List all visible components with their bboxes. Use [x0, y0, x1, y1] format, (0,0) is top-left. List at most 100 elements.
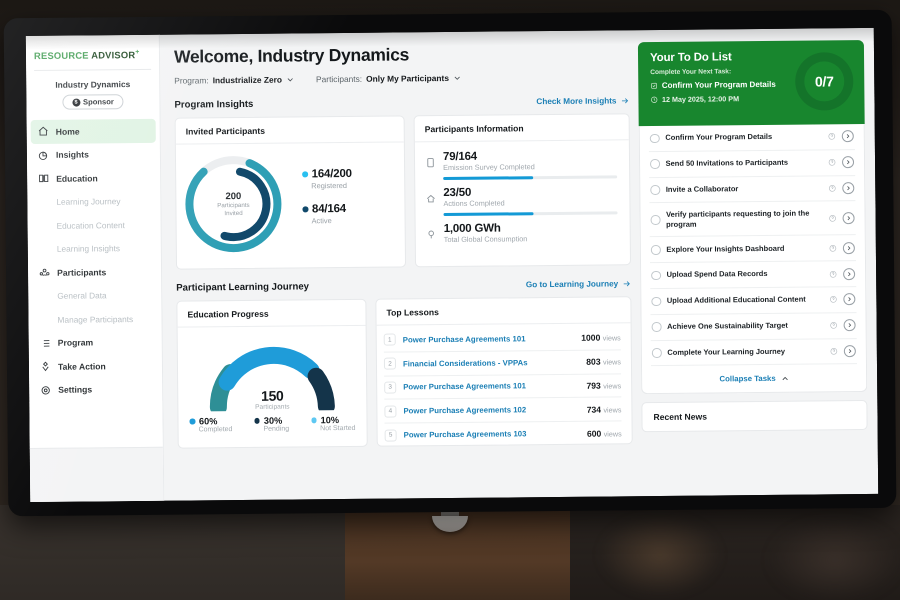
sponsor-label: Sponsor [82, 97, 114, 107]
help-icon[interactable] [829, 296, 837, 304]
chevron-right-icon[interactable] [842, 241, 855, 254]
progress-bar-track [443, 211, 618, 217]
list-item[interactable]: Complete Your Learning Journey [650, 338, 857, 367]
list-item[interactable]: Send 50 Invitations to Participants [648, 149, 856, 178]
lesson-link[interactable]: Financial Considerations - VPPAs [402, 357, 528, 369]
lesson-link[interactable]: Power Purchase Agreements 103 [403, 429, 527, 440]
participants-filter[interactable]: Participants: Only My Participants [316, 73, 461, 84]
check-more-insights-link[interactable]: Check More Insights [536, 96, 629, 106]
sidebar-nav: Home Insights Education Learning Journey… [27, 118, 163, 402]
arrow-right-icon [620, 96, 629, 105]
sidebar-item-learning-insights[interactable]: Learning Insights [28, 236, 161, 261]
help-icon[interactable] [828, 133, 836, 141]
sidebar-item-label: Insights [55, 149, 89, 161]
chevron-right-icon[interactable] [841, 130, 854, 143]
legend-dot [254, 418, 260, 424]
brand-word-1: RESOURCE [33, 49, 89, 62]
chevron-right-icon[interactable] [842, 182, 855, 195]
program-filter[interactable]: Program: Industrialize Zero [174, 74, 294, 86]
book-icon [38, 173, 49, 184]
legend-value: 10% [320, 415, 340, 426]
table-row[interactable]: 4 Power Purchase Agreements 102 734 view… [384, 397, 622, 424]
table-row[interactable]: 2 Financial Considerations - VPPAs 803 v… [383, 350, 622, 377]
checkbox[interactable] [650, 215, 661, 225]
sidebar-item-label: Program [57, 337, 94, 349]
list-item[interactable]: Achieve One Sustainability Target [650, 312, 857, 341]
sidebar-item-home[interactable]: Home [30, 118, 156, 144]
dashboard-app: RESOURCE ADVISOR+ Industry Dynamics $ Sp… [25, 27, 879, 503]
gauge-svg [209, 346, 335, 416]
chevron-right-icon[interactable] [843, 319, 856, 332]
rank-badge: 1 [383, 333, 396, 347]
desk-blur-object-right [770, 520, 900, 600]
help-icon[interactable] [830, 321, 838, 329]
list-item[interactable]: Confirm Your Program Details [648, 124, 855, 152]
sidebar-item-settings[interactable]: Settings [29, 377, 162, 402]
chevron-right-icon[interactable] [843, 267, 856, 280]
table-row[interactable]: 1 Power Purchase Agreements 101 1000 vie… [383, 326, 621, 353]
card-title: Participants Information [414, 114, 629, 143]
help-icon[interactable] [828, 158, 836, 166]
todo-panel: Your To Do List Complete Your Next Task:… [637, 40, 868, 496]
help-icon[interactable] [828, 184, 836, 192]
gauge-legend: 60% Completed 30% Pending [178, 415, 366, 434]
chevron-right-icon[interactable] [841, 156, 855, 169]
sponsor-badge[interactable]: $ Sponsor [61, 94, 124, 110]
checkbox[interactable] [651, 348, 662, 358]
chevron-right-icon[interactable] [843, 293, 856, 306]
checkbox[interactable] [649, 133, 660, 144]
donut-center-value: 200 [225, 190, 242, 202]
sidebar-item-general-data[interactable]: General Data [28, 283, 161, 308]
views-unit: views [602, 357, 622, 367]
help-icon[interactable] [829, 244, 837, 252]
views-unit: views [603, 405, 622, 415]
program-filter-value: Industrialize Zero [212, 74, 283, 86]
sidebar-item-program[interactable]: Program [29, 330, 162, 355]
sidebar-item-manage-participants[interactable]: Manage Participants [28, 307, 161, 332]
sidebar-item-insights[interactable]: Insights [27, 142, 160, 167]
checkbox[interactable] [651, 270, 661, 281]
sidebar-item-education-content[interactable]: Education Content [28, 213, 161, 238]
sidebar-item-participants[interactable]: Participants [28, 260, 161, 285]
list-item[interactable]: Invite a Collaborator [649, 175, 856, 204]
lesson-link[interactable]: Power Purchase Agreements 101 [403, 381, 527, 392]
todo-list: Confirm Your Program Details Send 50 Inv… [638, 124, 868, 395]
collapse-tasks-button[interactable]: Collapse Tasks [651, 364, 857, 393]
checkbox[interactable] [651, 322, 662, 332]
todo-due-label: 12 May 2025, 12:00 PM [661, 94, 740, 104]
recent-news-card: Recent News [641, 400, 868, 433]
lesson-link[interactable]: Power Purchase Agreements 101 [402, 334, 526, 345]
table-row[interactable]: 5 Power Purchase Agreements 103 600 view… [384, 421, 622, 446]
go-to-learning-journey-link[interactable]: Go to Learning Journey [526, 279, 631, 289]
table-row[interactable]: 3 Power Purchase Agreements 101 793 view… [384, 373, 622, 400]
help-icon[interactable] [830, 347, 838, 355]
card-title: Recent News [653, 411, 708, 423]
list-item[interactable]: Explore Your Insights Dashboard [649, 235, 857, 264]
checkbox[interactable] [650, 185, 660, 195]
todo-next-task[interactable]: Confirm Your Program Details [650, 79, 852, 90]
list-item[interactable]: Upload Additional Educational Content [650, 287, 857, 315]
list-item[interactable]: Verify participants requesting to join t… [649, 201, 856, 238]
section-title: Participant Learning Journey [176, 281, 310, 294]
help-icon[interactable] [829, 270, 837, 278]
checkbox[interactable] [650, 244, 661, 255]
checkbox[interactable] [650, 159, 660, 169]
sidebar-item-take-action[interactable]: Take Action [29, 354, 162, 379]
legend-value: 84/164 [311, 202, 347, 216]
sidebar-item-learning-journey[interactable]: Learning Journey [27, 189, 160, 214]
rank-badge: 2 [383, 357, 397, 370]
info-row: 79/164 Emission Survey Completed [425, 149, 618, 181]
monitor-screen: RESOURCE ADVISOR+ Industry Dynamics $ Sp… [25, 27, 879, 503]
chevron-right-icon[interactable] [843, 344, 856, 358]
help-icon[interactable] [829, 214, 837, 222]
sidebar-item-education[interactable]: Education [27, 166, 160, 191]
list-item[interactable]: Upload Spend Data Records [650, 261, 857, 290]
chevron-right-icon[interactable] [842, 211, 855, 225]
lesson-link[interactable]: Power Purchase Agreements 102 [403, 405, 527, 416]
legend-item: 164/200 Registered [302, 168, 352, 190]
todo-next-task-label: Confirm Your Program Details [661, 79, 776, 90]
info-label: Emission Survey Completed [443, 162, 535, 173]
sponsor-badge-wrap: $ Sponsor [26, 94, 159, 119]
checkbox[interactable] [651, 296, 661, 307]
sidebar-subitem-label: Learning Insights [56, 243, 121, 255]
